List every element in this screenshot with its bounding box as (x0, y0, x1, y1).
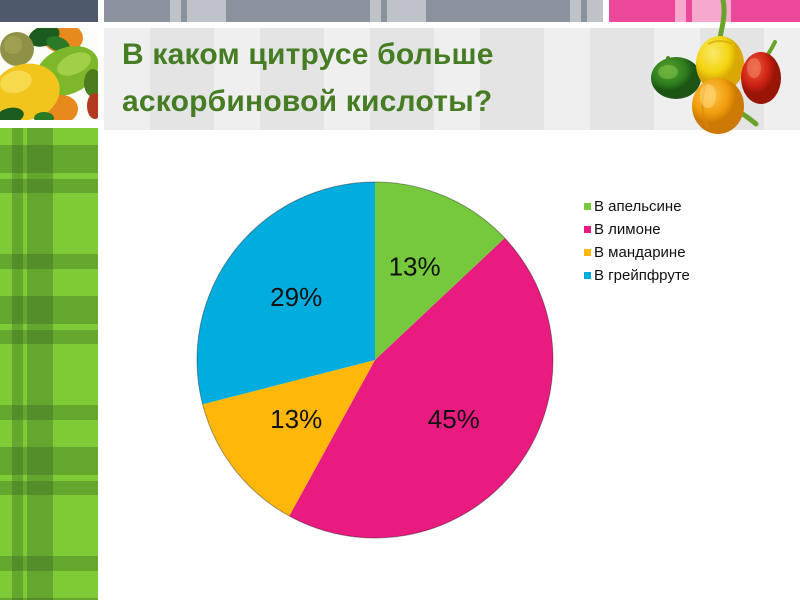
pie-data-label-2: 13% (270, 404, 322, 434)
pie-slice-3 (196, 182, 375, 405)
legend-swatch-icon (584, 248, 591, 256)
slide-title-line1: В каком цитрусе больше (122, 38, 494, 71)
title-band: В каком цитрусе больше аскорбиновой кисл… (104, 28, 800, 130)
pie-slice-0 (375, 182, 505, 360)
topbar-corner-block (0, 0, 98, 22)
pie-slice-2 (202, 360, 375, 516)
citrus-photo (0, 28, 98, 120)
legend-item-3: В грейпфруте (584, 266, 690, 284)
legend-item-0: В апельсине (584, 197, 690, 215)
chart-legend: В апельсине В лимоне В мандарине В грейпфру… (584, 197, 690, 284)
legend-label: В грейпфруте (594, 266, 690, 284)
legend-swatch-icon (584, 225, 591, 233)
peppers-photo (651, 0, 781, 134)
topbar-pink-stripe (609, 0, 800, 22)
pie-outline (196, 181, 554, 539)
pie-data-label-3: 29% (270, 282, 322, 312)
pie-slice-1 (289, 238, 554, 538)
pie-chart: 13% 45% 13% 29% (175, 160, 575, 560)
topbar-gray-stripe (104, 0, 603, 22)
legend-label: В апельсине (594, 197, 682, 215)
pie-data-label-0: 13% (389, 251, 441, 281)
sidebar-plaid-decor (0, 128, 98, 600)
legend-item-2: В мандарине (584, 243, 690, 261)
legend-label: В лимоне (594, 220, 661, 238)
legend-swatch-icon (584, 202, 591, 210)
pie-data-label-1: 45% (428, 404, 480, 434)
legend-label: В мандарине (594, 243, 686, 261)
legend-item-1: В лимоне (584, 220, 690, 238)
pie-chart-svg: 13% 45% 13% 29% (196, 181, 554, 539)
slide-title: В каком цитрусе больше аскорбиновой кисл… (122, 31, 494, 125)
slide-title-line2: аскорбиновой кислоты? (122, 85, 493, 118)
legend-swatch-icon (584, 271, 591, 279)
